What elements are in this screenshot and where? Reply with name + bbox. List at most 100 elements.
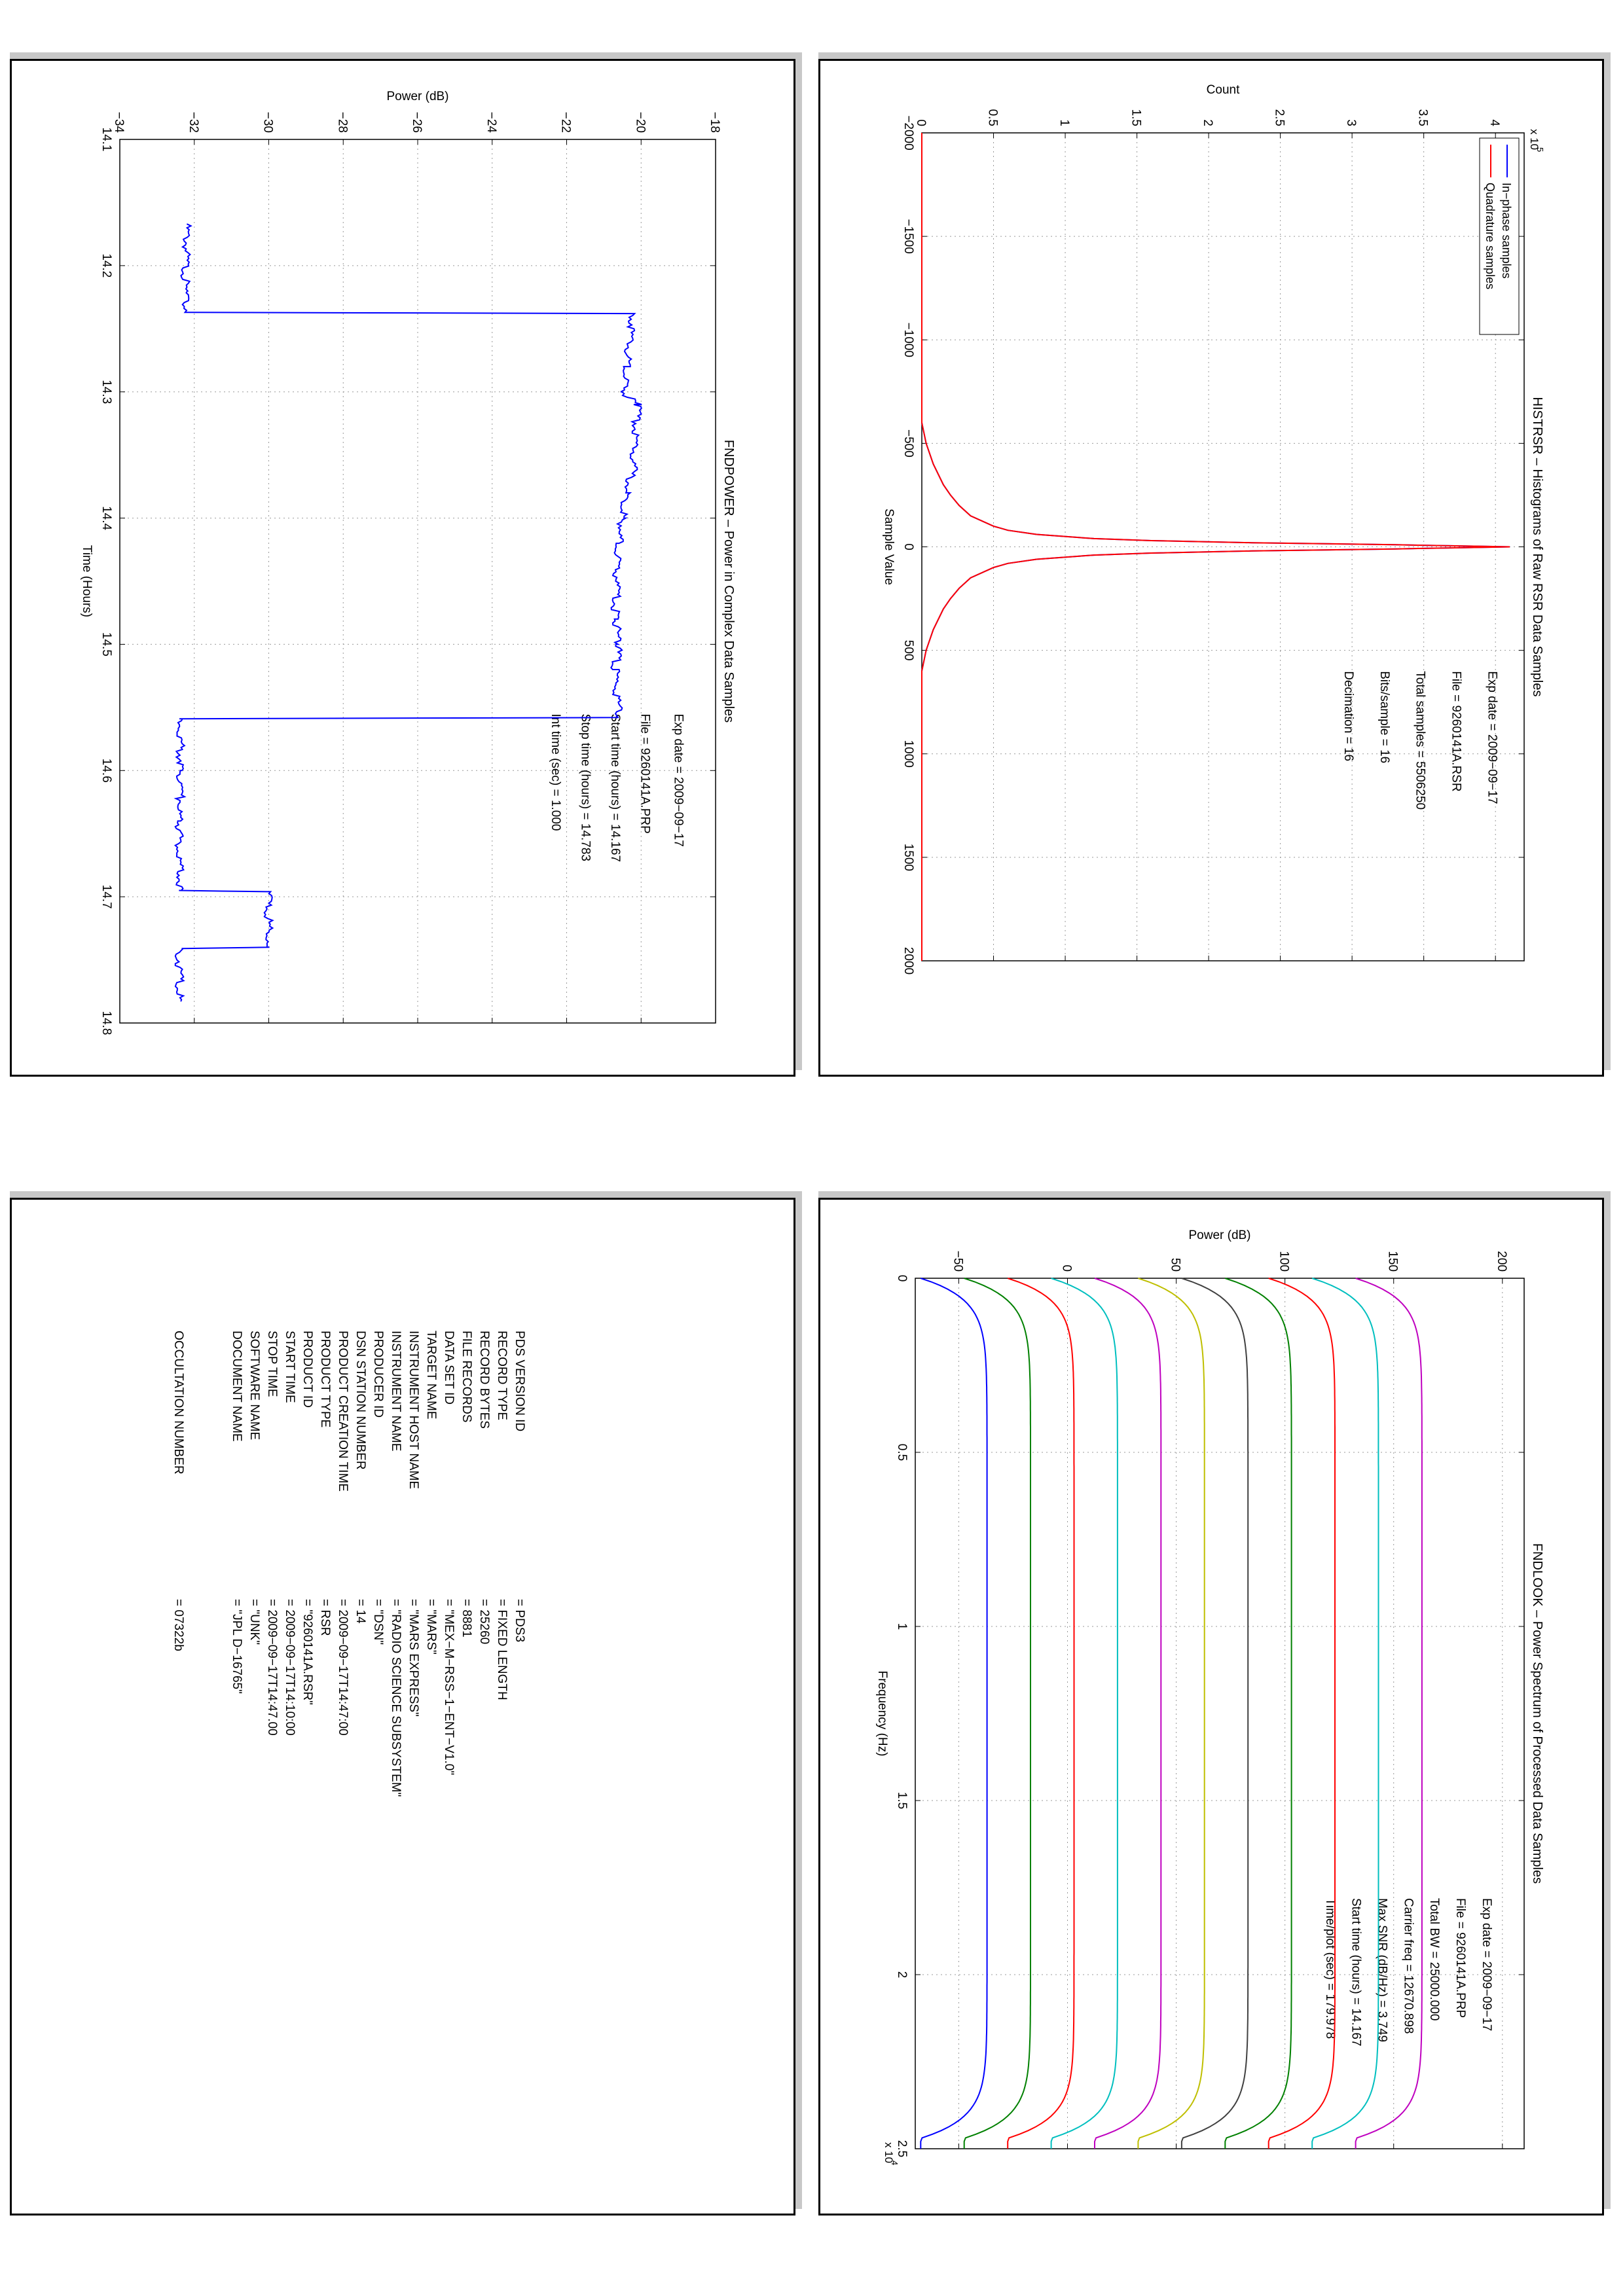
y-tick-label: 4 — [1487, 119, 1501, 126]
y-tick-label: 2.5 — [1273, 109, 1286, 126]
label-key: FILE RECORDS — [460, 1331, 473, 1422]
label-value: = 8881 — [460, 1599, 473, 1638]
x-tick-label: 14.3 — [100, 380, 113, 404]
label-key: START TIME — [283, 1331, 297, 1403]
y-tick-label: −28 — [335, 112, 349, 133]
x-tick-label: −500 — [902, 429, 915, 457]
label-key: PRODUCT CREATION TIME — [336, 1331, 350, 1492]
label-value: = 2009−09−17T14:47:00 — [336, 1599, 350, 1736]
series-line-quadrature — [921, 133, 1510, 961]
x-tick-label: 1.5 — [895, 1792, 909, 1809]
y-tick-label: 200 — [1495, 1251, 1508, 1272]
label-value: = "9260141A.RSR" — [301, 1599, 314, 1705]
label-value: = 14 — [354, 1599, 367, 1624]
label-key: PRODUCT TYPE — [318, 1331, 332, 1427]
x-tick-label: −2000 — [902, 115, 915, 150]
plot-area-frame — [915, 1278, 1525, 2149]
y-tick-label: −20 — [633, 112, 647, 133]
legend-label: In−phase samples — [1500, 183, 1513, 279]
label-value: = "RADIO SCIENCE SUBSYSTEM" — [389, 1599, 403, 1797]
annotation-text: File = 9260141A.RSR — [1449, 671, 1463, 791]
label-key: DATA SET ID — [442, 1331, 456, 1405]
x-tick-label: 2.5 — [895, 2140, 909, 2157]
label-key: STOP TIME — [265, 1331, 279, 1397]
x-tick-label: 14.7 — [100, 885, 113, 909]
pds-label-table: PDS VERSION ID = PDS3 RECORD TYPE = FIXED L… — [172, 1331, 526, 1797]
annotation-text: Int time (sec) = 1.000 — [549, 714, 562, 831]
y-tick-label: −24 — [484, 112, 498, 134]
annotation-text: Start time (hours) = 14.167 — [608, 714, 622, 863]
spectrum-line-11 — [1355, 1278, 1423, 2149]
x-tick-label: 14.8 — [100, 1011, 113, 1035]
y-tick-label: 0 — [914, 119, 928, 126]
label-key: SOFTWARE NAME — [247, 1331, 261, 1440]
label-key: PRODUCER ID — [371, 1331, 385, 1418]
legend-box — [1479, 137, 1520, 335]
annotation-text: Time/plot (sec) = 179.978 — [1323, 1898, 1337, 2039]
spectrum-line-5 — [1094, 1278, 1162, 2149]
annotation-text: Stop time (hours) = 14.783 — [578, 714, 592, 862]
annotation-text: Exp date = 2009−09−17 — [1480, 1898, 1493, 2031]
y-tick-label: 1.5 — [1129, 109, 1143, 126]
y-tick-label: −32 — [187, 112, 200, 133]
label-value: = "JPL D−16765" — [230, 1599, 244, 1694]
label-key: DSN STATION NUMBER — [354, 1331, 367, 1470]
spectrum-line-4 — [1050, 1278, 1118, 2149]
label-key: TARGET NAME — [424, 1331, 438, 1419]
histrsr-chart: −2000 −1500 −1000 −500 0 500 1000 1500 2000 0 0.5 1… — [882, 83, 1545, 975]
x-tick-label: 14.2 — [100, 253, 113, 278]
x-tick-label: 0 — [895, 1275, 909, 1282]
annotation-text: File = 9260141A.PRP — [1453, 1898, 1467, 2018]
spectrum-line-8 — [1224, 1278, 1292, 2149]
annotation-text: Decimation = 16 — [1341, 671, 1355, 761]
annotation-text: Total samples = 5506250 — [1413, 671, 1427, 810]
fndpower-chart: 14.1 14.2 14.3 14.4 14.5 14.6 14.7 14.8 −34 −32 −3… — [80, 90, 736, 1035]
y-tick-label: 0.5 — [986, 109, 1000, 126]
y-tick-label: −50 — [951, 1251, 964, 1272]
y-tick-label: −34 — [112, 112, 126, 134]
y-tick-label: 0 — [1060, 1265, 1074, 1272]
x-tick-label: 0.5 — [895, 1444, 909, 1461]
y-axis-label: Power (dB) — [386, 90, 448, 103]
y-tick-label: 3 — [1344, 119, 1358, 126]
x-tick-label: 14.1 — [100, 128, 113, 152]
chart-title: HISTRSR – Histograms of Raw RSR Data Sam… — [1530, 397, 1544, 697]
fndlook-panel: 0 0.5 1 1.5 2 2.5 −50 0 50 100 150 200 FNDLOOK – Pow… — [818, 1191, 1611, 2219]
x-exponent-label: x 10 — [883, 2142, 895, 2163]
label-value: = "MARS EXPRESS" — [407, 1599, 420, 1717]
label-key: PDS VERSION ID — [513, 1331, 526, 1431]
x-tick-label: 14.5 — [100, 632, 113, 656]
x-axis-label: Sample Value — [882, 509, 896, 585]
annotation-text: Exp date = 2009−09−17 — [1485, 671, 1499, 804]
y-axis-label: Power (dB) — [1188, 1229, 1250, 1242]
spectrum-line-7 — [1180, 1278, 1249, 2149]
label-value: = PDS3 — [513, 1599, 526, 1642]
label-value: = "MARS" — [424, 1599, 438, 1655]
annotation-text: Exp date = 2009−09−17 — [671, 714, 685, 847]
annotation-text: Bits/sample = 16 — [1377, 671, 1391, 763]
annotation-text: Total BW = 25000.000 — [1427, 1898, 1441, 2021]
x-tick-label: 1000 — [902, 740, 915, 768]
spectrum-line-2 — [963, 1278, 1031, 2149]
y-tick-label: 1 — [1057, 119, 1071, 126]
fndlook-chart: 0 0.5 1 1.5 2 2.5 −50 0 50 100 150 200 FNDLOOK – Pow… — [875, 1229, 1544, 2165]
histrsr-panel: −2000 −1500 −1000 −500 0 500 1000 1500 2000 0 0.5 1… — [818, 52, 1611, 1080]
spectrum-line-1 — [920, 1278, 988, 2149]
y-tick-label: −22 — [559, 112, 573, 133]
label-key: INSTRUMENT NAME — [389, 1331, 403, 1451]
label-key: OCCULTATION NUMBER — [172, 1331, 185, 1475]
y-tick-label: 50 — [1169, 1258, 1182, 1272]
x-tick-label: 14.6 — [100, 759, 113, 783]
label-value: = "UNK" — [247, 1599, 261, 1645]
x-axis-label: Frequency (Hz) — [875, 1671, 889, 1757]
pds-label-panel: PDS VERSION ID = PDS3 RECORD TYPE = FIXED L… — [10, 1191, 802, 2219]
x-tick-label: 2000 — [902, 947, 915, 975]
y-tick-label: −30 — [261, 112, 275, 133]
annotation-text: Carrier freq = 12670.898 — [1401, 1898, 1415, 2034]
label-value: = 2009−09−17T14:47.00 — [265, 1599, 279, 1736]
spectrum-line-6 — [1137, 1278, 1205, 2149]
label-value: = 07322b — [172, 1599, 185, 1651]
annotation-text: Max SNR (dB/Hz) = 3.749 — [1375, 1898, 1389, 2042]
plot-area-frame — [921, 132, 1525, 961]
label-value: = 2009−09−17T14:10:00 — [283, 1599, 297, 1736]
